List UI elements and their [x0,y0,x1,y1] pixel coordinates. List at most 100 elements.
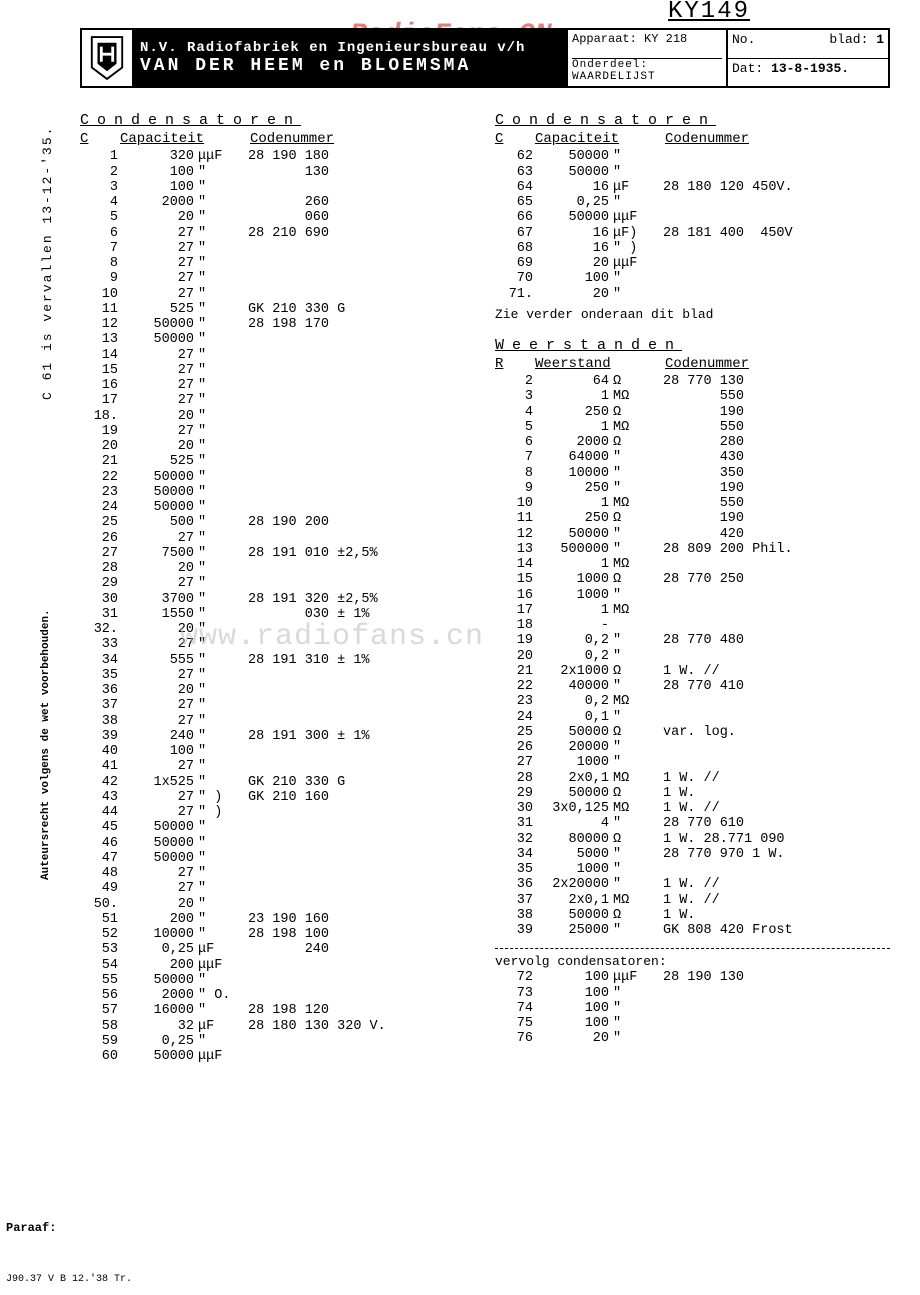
row-index: 28 [80,561,124,576]
row-index: 18 [495,618,539,633]
row-index: 4 [80,195,124,210]
row-value: 7500 [124,546,194,561]
row-code: var. log. [657,725,890,740]
row-value: 50000 [124,820,194,835]
row-unit: " [194,836,242,851]
row-code [242,180,475,195]
row-index: 58 [80,1019,124,1034]
row-unit: " [194,561,242,576]
row-index: 3 [80,180,124,195]
row-unit: " [194,439,242,454]
cond-left-row: 1927" [80,424,475,439]
row-value: 240 [124,729,194,744]
row-index: 30 [495,801,539,816]
row-code: 1 W. [657,908,890,923]
hdr-codenummer-r: Codenummer [665,131,890,147]
row-value: 27 [124,668,194,683]
row-index: 25 [80,515,124,530]
row-index: 67 [495,226,539,241]
row-unit: " [194,210,242,225]
row-code [657,862,890,877]
row-index: 4 [495,405,539,420]
row-code [657,710,890,725]
row-value: 50000 [539,786,609,801]
row-index: 23 [495,694,539,709]
row-index: 48 [80,866,124,881]
row-value: 27 [124,698,194,713]
row-value: 80000 [539,832,609,847]
row-value: 1 [539,420,609,435]
row-index: 32 [495,832,539,847]
row-value: 27 [124,714,194,729]
cond-left-row: 3327" [80,637,475,652]
row-code [657,287,890,302]
row-index: 27 [495,755,539,770]
cond-left-row: 1250000"28 198 170 [80,317,475,332]
row-value: 5000 [539,847,609,862]
row-unit: " [194,256,242,271]
row-unit: " [194,165,242,180]
cond-right-row: 6650000μμF [495,210,890,225]
res-row: 271000" [495,755,890,770]
row-unit: " [194,271,242,286]
row-code: 28 181 400 450V [657,226,890,241]
row-value: 100 [539,271,609,286]
row-value: 200 [124,912,194,927]
row-unit: Ω [609,511,657,526]
row-value: 27 [124,805,194,820]
cond-left-row: 2927" [80,576,475,591]
cond-left-row: 530,25μF 240 [80,942,475,957]
row-code: 240 [242,942,475,957]
row-value: 20 [539,287,609,302]
res-row: 2550000Ωvar. log. [495,725,890,740]
row-index: 53 [80,942,124,957]
row-unit: " [194,180,242,195]
row-code [242,363,475,378]
row-index: 25 [495,725,539,740]
hdr-codenummer: Codenummer [250,131,475,147]
hdr-c: C [80,131,120,147]
row-unit: " [609,755,657,770]
row-index: 72 [495,970,539,985]
res-row: 345000"28 770 970 1 W. [495,847,890,862]
row-index: 7 [80,241,124,256]
row-unit: " [609,847,657,862]
row-value: 50000 [124,317,194,332]
row-unit: " [194,546,242,561]
row-unit: " [194,851,242,866]
row-unit: " [194,637,242,652]
cond-left-row: 277500"28 191 010 ±2,5% [80,546,475,561]
row-index: 9 [495,481,539,496]
row-code: GK 210 330 G [242,302,475,317]
row-value: 1x525 [124,775,194,790]
row-unit: " [194,775,242,790]
row-code: 28 198 100 [242,927,475,942]
row-unit: " [609,149,657,164]
row-unit: " [194,927,242,942]
hdr-c-r: C [495,131,535,147]
row-code [242,836,475,851]
cond-left-row: 3100" [80,180,475,195]
row-unit: " [609,481,657,496]
row-index: 1 [80,149,124,164]
row-code [242,348,475,363]
row-code [242,897,475,912]
row-value: 20 [124,561,194,576]
row-value: 64000 [539,450,609,465]
cond-left-row: 1527" [80,363,475,378]
res-row: 351000" [495,862,890,877]
row-code [657,694,890,709]
row-index: 16 [80,378,124,393]
row-index: 65 [495,195,539,210]
row-code [242,820,475,835]
row-unit: " [194,759,242,774]
row-unit: " [194,393,242,408]
res-row: 3850000Ω1 W. [495,908,890,923]
row-value: 50000 [124,836,194,851]
row-index: 9 [80,271,124,286]
row-index: 11 [495,511,539,526]
row-unit: " [194,866,242,881]
row-value: 0,2 [539,649,609,664]
row-unit: " [609,450,657,465]
row-value: 27 [124,759,194,774]
